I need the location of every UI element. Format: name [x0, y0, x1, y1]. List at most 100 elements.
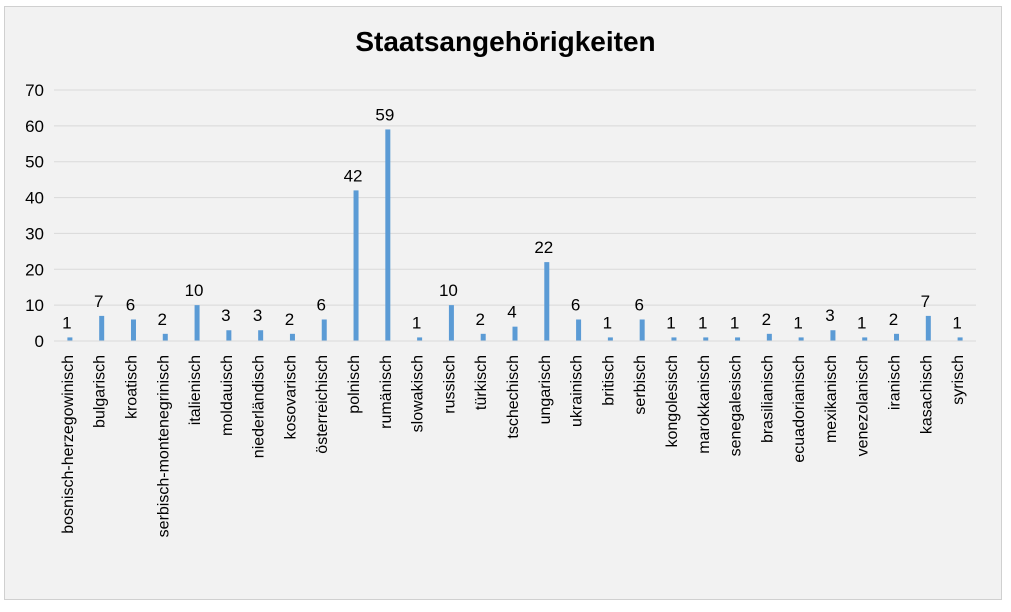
y-tick-label: 50	[25, 153, 44, 172]
x-tick-label: iranisch	[887, 355, 904, 410]
bars	[67, 129, 963, 341]
data-label: 42	[344, 166, 363, 185]
bar	[67, 337, 73, 341]
gridlines	[54, 89, 976, 306]
data-label: 7	[94, 292, 103, 311]
x-tick-label: britisch	[600, 355, 617, 406]
data-label: 3	[253, 306, 262, 325]
x-tick-label: italienisch	[187, 355, 204, 425]
x-tick-label: rumänisch	[378, 355, 395, 429]
x-tick-label: österreichisch	[314, 355, 331, 454]
y-tick-label: 0	[35, 332, 44, 351]
x-axis-tick-labels: bosnisch-herzegowinisch bulgarisch kroatis…	[60, 355, 967, 537]
data-label: 22	[534, 238, 553, 257]
bar	[448, 305, 454, 341]
y-tick-label: 30	[25, 224, 44, 243]
data-label: 6	[126, 295, 135, 314]
data-label: 1	[666, 313, 675, 332]
data-label: 1	[793, 313, 802, 332]
chart-area	[4, 6, 1002, 600]
data-label: 2	[285, 310, 294, 329]
bar	[735, 337, 741, 341]
x-tick-label: türkisch	[473, 355, 490, 410]
x-tick-label: senegalesisch	[728, 355, 745, 456]
bar	[480, 333, 486, 341]
x-tick-label: kosovarisch	[282, 355, 299, 439]
data-label: 6	[634, 295, 643, 314]
data-label: 1	[857, 313, 866, 332]
x-tick-label: kasachisch	[918, 355, 935, 434]
x-tick-label: syrisch	[950, 355, 967, 405]
bar	[194, 305, 200, 341]
bar	[321, 319, 327, 341]
data-label: 10	[439, 281, 458, 300]
data-label: 3	[221, 306, 230, 325]
x-tick-label: slowakisch	[410, 355, 427, 432]
data-label: 3	[825, 306, 834, 325]
y-tick-label: 10	[25, 296, 44, 315]
bar	[607, 337, 613, 341]
bar	[226, 330, 232, 341]
bar	[130, 319, 136, 341]
data-label: 7	[921, 292, 930, 311]
bar	[353, 190, 359, 341]
bar	[894, 333, 900, 341]
x-tick-label: ukrainisch	[569, 355, 586, 427]
data-label: 2	[889, 310, 898, 329]
bar	[258, 330, 264, 341]
x-tick-label: niederländisch	[251, 355, 268, 458]
y-axis-tick-labels: 0 10 20 30 40 50 60 70	[25, 81, 44, 351]
bar	[162, 333, 168, 341]
x-tick-label: bulgarisch	[92, 355, 109, 428]
x-tick-label: kongolesisch	[664, 355, 681, 448]
data-label: 2	[158, 310, 167, 329]
data-label: 1	[603, 313, 612, 332]
x-tick-label: kroatisch	[123, 355, 140, 419]
bar	[798, 337, 804, 341]
bar	[639, 319, 645, 341]
data-label: 6	[571, 295, 580, 314]
x-tick-label: moldauisch	[219, 355, 236, 436]
bar	[957, 337, 963, 341]
bar	[99, 315, 105, 341]
x-tick-label: venezolanisch	[855, 355, 872, 456]
data-label: 1	[62, 313, 71, 332]
bar	[417, 337, 423, 341]
bar	[766, 333, 772, 341]
data-label: 1	[412, 313, 421, 332]
bar	[385, 129, 391, 341]
data-label: 2	[762, 310, 771, 329]
bar	[576, 319, 582, 341]
data-label: 1	[698, 313, 707, 332]
data-label: 59	[375, 105, 394, 124]
bar	[925, 315, 931, 341]
bar	[830, 330, 836, 341]
bar	[544, 262, 550, 341]
x-tick-label: serbisch	[632, 355, 649, 415]
x-tick-label: polnisch	[346, 355, 363, 414]
x-tick-label: tschechisch	[505, 355, 522, 439]
y-tick-label: 70	[25, 81, 44, 100]
data-label: 2	[475, 310, 484, 329]
bar	[289, 333, 295, 341]
data-label: 10	[185, 281, 204, 300]
x-tick-label: brasilianisch	[759, 355, 776, 443]
x-tick-label: ecuadorianisch	[791, 355, 808, 463]
x-tick-label: marokkanisch	[696, 355, 713, 454]
bar	[703, 337, 709, 341]
y-tick-label: 40	[25, 189, 44, 208]
data-label: 4	[507, 303, 516, 322]
x-tick-label: ungarisch	[537, 355, 554, 424]
x-tick-label: serbisch-montenegrinisch	[155, 355, 172, 537]
data-label: 6	[317, 295, 326, 314]
bar	[862, 337, 868, 341]
bar	[671, 337, 677, 341]
y-tick-label: 60	[25, 117, 44, 136]
x-tick-label: russisch	[441, 355, 458, 414]
bar	[512, 326, 518, 341]
data-label: 1	[952, 313, 961, 332]
y-tick-label: 20	[25, 260, 44, 279]
data-label: 1	[730, 313, 739, 332]
